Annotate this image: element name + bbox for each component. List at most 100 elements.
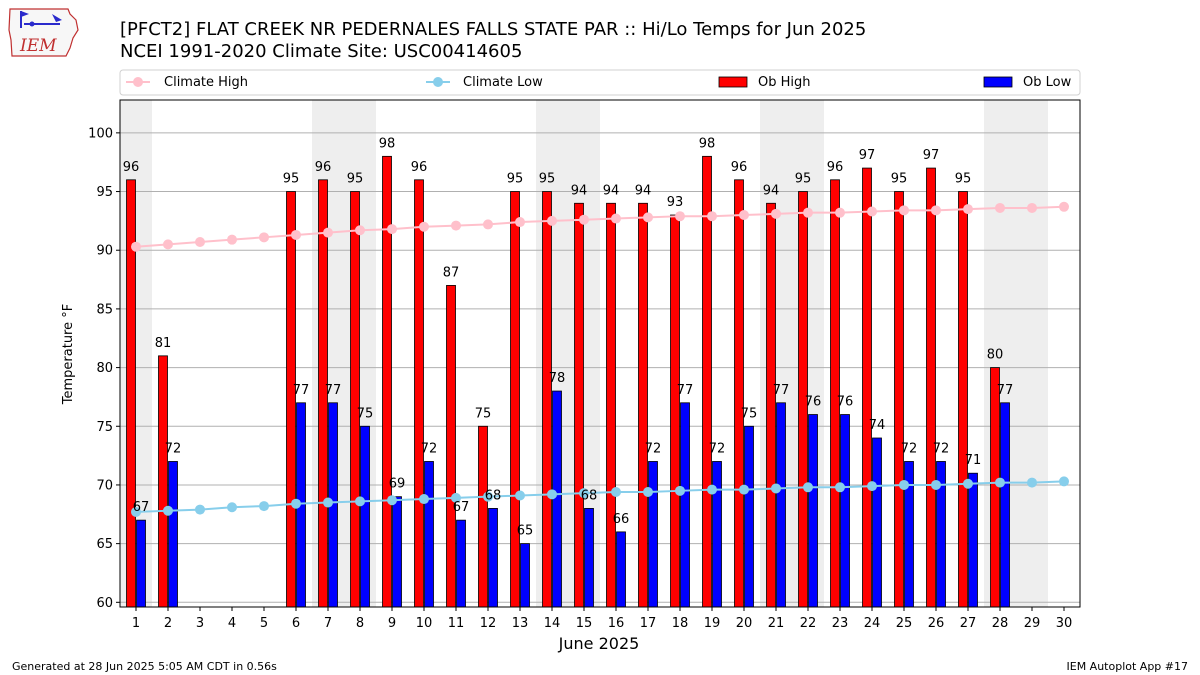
climate-low-marker	[675, 485, 685, 496]
climate-high-marker	[611, 213, 621, 224]
ob-high-bar	[542, 191, 552, 608]
climate-high-marker	[995, 202, 1005, 213]
ob-high-value-label: 95	[283, 172, 300, 187]
ob-low-value-label: 77	[773, 383, 790, 398]
climate-low-marker	[291, 498, 301, 509]
climate-low-marker	[547, 489, 557, 500]
ob-low-bar	[488, 508, 498, 608]
x-tick-label: 29	[1024, 616, 1041, 631]
climate-low-marker	[835, 482, 845, 493]
ob-high-bar	[478, 425, 488, 608]
ob-high-value-label: 98	[699, 136, 716, 151]
x-tick-label: 14	[544, 616, 561, 631]
ob-high-bar	[734, 179, 744, 608]
climate-high-marker	[131, 241, 141, 252]
climate-high-marker	[259, 232, 269, 243]
chart-title: [PFCT2] FLAT CREEK NR PEDERNALES FALLS S…	[120, 19, 866, 40]
ob-high-value-label: 87	[443, 265, 460, 280]
ob-high-value-label: 97	[859, 148, 876, 163]
ob-high-bar	[990, 367, 1000, 608]
climate-low-marker	[163, 505, 173, 516]
ob-low-bar	[968, 472, 978, 608]
x-tick-label: 19	[704, 616, 721, 631]
climate-low-marker	[707, 484, 717, 495]
climate-low-marker	[131, 506, 141, 517]
climate-high-marker	[451, 220, 461, 231]
x-tick-label: 2	[164, 616, 172, 631]
legend: Climate High Climate Low Ob High Ob Low	[119, 69, 1081, 96]
climate-high-marker	[195, 237, 205, 248]
ob-low-bar	[712, 461, 722, 608]
ob-high-value-label: 93	[667, 195, 684, 210]
climate-high-marker	[931, 205, 941, 216]
ob-high-bar	[414, 179, 424, 608]
climate-high-marker	[899, 205, 909, 216]
ob-low-value-label: 76	[837, 395, 854, 410]
x-tick-label: 1	[132, 616, 140, 631]
legend-frame	[119, 69, 1081, 96]
climate-high-marker	[547, 215, 557, 226]
climate-low-marker	[643, 486, 653, 497]
climate-high-marker	[579, 214, 589, 225]
climate-low-marker	[739, 484, 749, 495]
legend-climate-low-label: Climate Low	[463, 75, 543, 90]
ob-low-bar	[392, 496, 402, 608]
y-tick-label: 80	[96, 361, 113, 376]
ob-low-value-label: 71	[965, 453, 982, 468]
climate-high-marker	[291, 229, 301, 240]
climate-high-marker	[771, 208, 781, 219]
climate-low-marker	[515, 490, 525, 501]
climate-low-marker	[1027, 477, 1037, 488]
ob-high-bar	[574, 202, 584, 608]
y-gridlines	[120, 132, 1080, 603]
ob-low-bar	[648, 461, 658, 608]
ob-low-bar	[584, 508, 594, 608]
ob-low-bar	[872, 437, 882, 608]
ob-low-value-label: 77	[677, 383, 694, 398]
ob-low-bar	[168, 461, 178, 608]
climate-low-marker	[1059, 476, 1069, 487]
ob-low-value-label: 74	[869, 418, 886, 433]
x-tick-label: 12	[480, 616, 497, 631]
ob-high-value-label: 95	[891, 172, 908, 187]
x-axis-label: June 2025	[558, 634, 640, 653]
ob-high-bar	[766, 202, 776, 608]
climate-low-marker	[227, 502, 237, 513]
climate-high-marker	[1027, 202, 1037, 213]
climate-high-marker	[387, 224, 397, 235]
ob-high-value-label: 94	[571, 183, 588, 198]
ob-low-value-label: 72	[165, 441, 182, 456]
x-tick-label: 27	[960, 616, 977, 631]
ob-high-bar	[286, 191, 296, 608]
x-tick-label: 21	[768, 616, 785, 631]
y-tick-label: 70	[96, 478, 113, 493]
x-tick-label: 3	[196, 616, 204, 631]
ob-high-value-label: 96	[411, 160, 428, 175]
ob-high-value-label: 94	[635, 183, 652, 198]
legend-item-climate-high: Climate High	[126, 75, 248, 90]
climate-high-marker	[963, 204, 973, 215]
ob-high-value-label: 94	[763, 183, 780, 198]
climate-low-marker	[803, 482, 813, 493]
ob-low-bar	[360, 425, 370, 608]
ob-low-value-label: 76	[805, 395, 822, 410]
legend-climate-high-marker	[133, 77, 143, 87]
climate-lines	[131, 201, 1069, 517]
ob-high-bar	[638, 202, 648, 608]
ob-low-value-label: 78	[549, 371, 566, 386]
ob-low-value-label: 72	[901, 441, 918, 456]
ob-low-bar	[840, 414, 850, 608]
ob-low-bar	[776, 402, 786, 608]
climate-high-marker	[515, 217, 525, 228]
x-tick-label: 26	[928, 616, 945, 631]
legend-item-climate-low: Climate Low	[426, 75, 543, 90]
climate-high-marker	[419, 221, 429, 232]
ob-high-bar	[510, 191, 520, 608]
ob-high-bar	[894, 191, 904, 608]
ob-low-bar	[136, 519, 146, 608]
ob-high-value-label: 81	[155, 336, 172, 351]
x-tick-label: 9	[388, 616, 396, 631]
footer-generated: Generated at 28 Jun 2025 5:05 AM CDT in …	[12, 660, 277, 673]
climate-high-marker	[483, 219, 493, 230]
climate-low-marker	[451, 492, 461, 503]
